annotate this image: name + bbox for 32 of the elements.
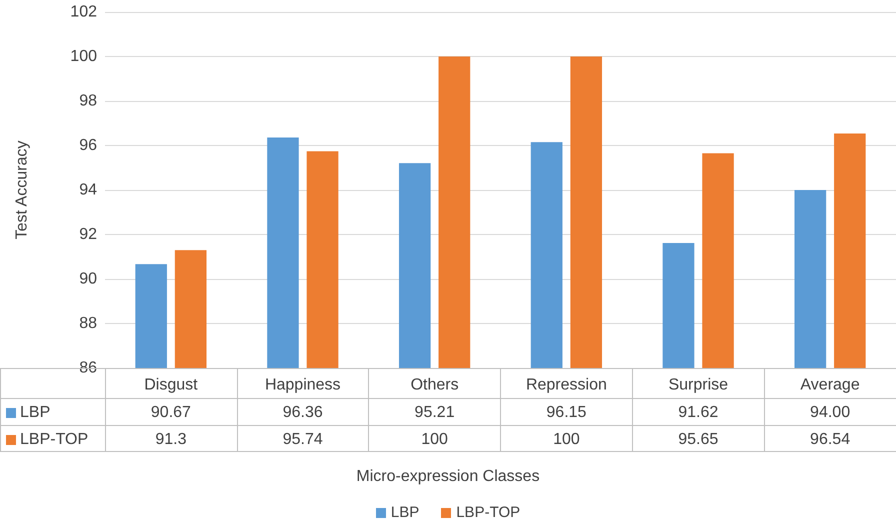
y-tick-label: 90 xyxy=(79,270,98,288)
y-tick-label: 102 xyxy=(70,4,98,20)
y-axis-title: Test Accuracy xyxy=(14,140,30,240)
legend-label: LBP xyxy=(20,404,50,422)
data-label: 96.54 xyxy=(809,430,852,450)
x-tick-label: Repression xyxy=(526,376,607,394)
data-label: 96.15 xyxy=(545,402,588,422)
data-label: 95.65 xyxy=(677,430,720,450)
x-tick-label: Disgust xyxy=(144,376,198,394)
data-label: 90.67 xyxy=(150,402,192,422)
y-tick-label: 88 xyxy=(79,315,98,332)
data-label: 96.36 xyxy=(282,402,324,422)
legend-label: LBP-TOP xyxy=(20,430,88,448)
text: Micro-expression Classes xyxy=(355,468,541,486)
data-label: 91.3 xyxy=(154,430,188,450)
y-tick-label: 94 xyxy=(79,182,98,198)
data-label: 94.00 xyxy=(809,402,852,422)
x-tick-label: Happiness xyxy=(264,376,341,394)
y-tick-label: 96 xyxy=(79,137,98,154)
text: LBP xyxy=(390,504,420,521)
data-label: 95.21 xyxy=(414,402,456,422)
data-label: 100 xyxy=(420,430,449,450)
data-label: 95.74 xyxy=(282,430,324,450)
y-tick-label: 92 xyxy=(79,226,98,243)
y-tick-label: 100 xyxy=(70,48,98,65)
data-label: 100 xyxy=(552,430,581,450)
data-label: 91.62 xyxy=(677,402,720,422)
x-tick-label: Average xyxy=(800,376,860,394)
text: LBP-TOP xyxy=(456,504,520,521)
x-tick-label: Surprise xyxy=(668,376,728,394)
y-tick-label: 98 xyxy=(79,92,98,110)
x-tick-label: Others xyxy=(410,376,459,394)
